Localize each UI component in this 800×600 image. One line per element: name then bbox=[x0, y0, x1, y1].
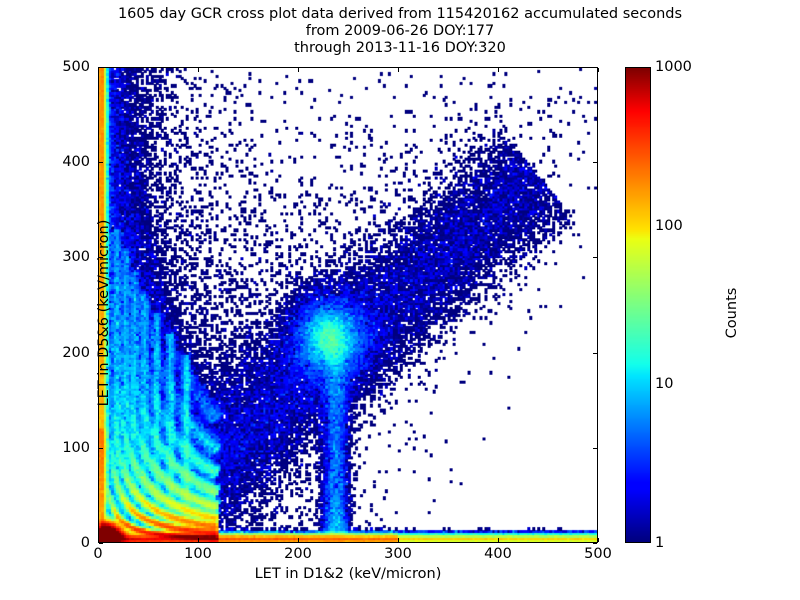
x-tick-label-200: 200 bbox=[284, 546, 312, 562]
x-tick-0 bbox=[98, 68, 99, 72]
colorbar-tick-label-100: 100 bbox=[655, 217, 683, 234]
x-tick-400 bbox=[498, 538, 499, 542]
x-tick-200 bbox=[298, 538, 299, 542]
y-tick-400 bbox=[99, 162, 103, 164]
figure-title: 1605 day GCR cross plot data derived fro… bbox=[0, 6, 800, 57]
x-tick-400 bbox=[498, 68, 499, 72]
y-tick-500 bbox=[593, 67, 597, 68]
colorbar-tick-label-1: 1 bbox=[655, 535, 665, 551]
x-axis-title: LET in D1&2 (keV/micron) bbox=[254, 566, 442, 582]
y-tick-label-500: 500 bbox=[62, 59, 90, 75]
x-tick-500 bbox=[598, 68, 599, 72]
colorbar-tick-label-10: 10 bbox=[655, 376, 674, 393]
x-tick-label-400: 400 bbox=[484, 546, 512, 562]
y-tick-0 bbox=[593, 543, 597, 544]
x-tick-200 bbox=[298, 68, 299, 72]
x-tick-300 bbox=[398, 68, 399, 72]
x-tick-100 bbox=[198, 68, 199, 72]
x-tick-label-100: 100 bbox=[184, 546, 212, 562]
x-tick-label-0: 0 bbox=[93, 546, 103, 562]
y-tick-300 bbox=[99, 257, 103, 259]
heatmap-canvas bbox=[99, 68, 597, 542]
y-tick-400 bbox=[593, 162, 597, 164]
colorbar-tick-label-1000: 1000 bbox=[655, 59, 692, 75]
x-tick-100 bbox=[198, 538, 199, 542]
x-tick-300 bbox=[398, 538, 399, 542]
figure-title-line-1: 1605 day GCR cross plot data derived fro… bbox=[117, 6, 683, 22]
colorbar bbox=[625, 67, 651, 543]
x-tick-0 bbox=[98, 538, 99, 542]
plot-axes bbox=[98, 67, 598, 543]
figure-title-line-3: through 2013-11-16 DOY:320 bbox=[294, 40, 506, 56]
y-tick-100 bbox=[593, 447, 597, 449]
y-tick-200 bbox=[593, 352, 597, 354]
y-tick-100 bbox=[99, 447, 103, 449]
colorbar-gradient bbox=[626, 68, 650, 542]
y-tick-label-200: 200 bbox=[62, 344, 90, 361]
x-tick-500 bbox=[598, 538, 599, 542]
figure-title-line-2: from 2009-06-26 DOY:177 bbox=[305, 23, 495, 39]
y-tick-0 bbox=[99, 543, 103, 544]
y-tick-label-400: 400 bbox=[62, 154, 90, 171]
x-tick-label-500: 500 bbox=[584, 546, 612, 562]
y-tick-200 bbox=[99, 352, 103, 354]
y-axis-title: LET in D5&6 (keV/micron) bbox=[96, 219, 112, 407]
colorbar-title: Counts bbox=[724, 287, 740, 339]
y-tick-label-100: 100 bbox=[62, 439, 90, 456]
y-tick-500 bbox=[99, 67, 103, 68]
y-tick-label-0: 0 bbox=[80, 535, 90, 551]
x-tick-label-300: 300 bbox=[384, 546, 412, 562]
y-tick-300 bbox=[593, 257, 597, 259]
y-tick-label-300: 300 bbox=[62, 249, 90, 266]
